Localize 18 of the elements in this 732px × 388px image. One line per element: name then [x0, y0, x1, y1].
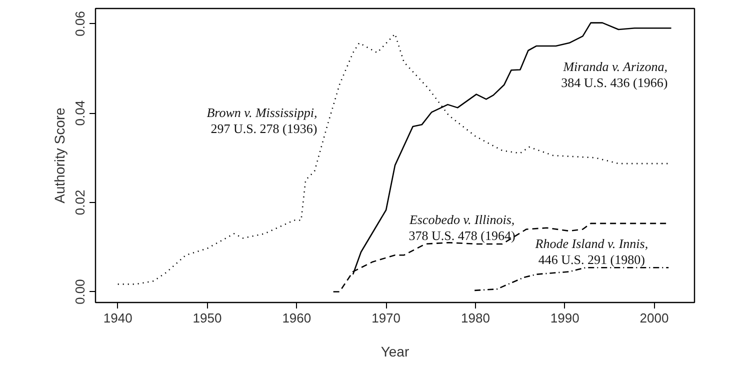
x-tick-label: 1990	[550, 310, 580, 326]
series-label: Escobedo v. Illinois, 378 U.S. 478 (1964)	[408, 212, 516, 243]
x-tick-label: 1970	[372, 310, 401, 326]
line-series	[474, 267, 670, 292]
x-tick-label: 1980	[461, 310, 490, 326]
y-tick-label: 0.02	[72, 190, 88, 216]
series-label: Brown v. Mississippi, 297 U.S. 278 (1936)	[206, 104, 318, 136]
x-tick-label: 1960	[282, 310, 312, 326]
x-tick-label: 2000	[640, 310, 669, 326]
series-label: Miranda v. Arizona, 384 U.S. 436 (1966)	[561, 59, 668, 90]
x-axis-title: Year	[380, 344, 410, 360]
y-tick-label: 0.04	[72, 100, 88, 126]
y-tick-label: 0.06	[72, 11, 88, 36]
series-label: Rhode Island v. Innis, 446 U.S. 291 (1980)	[534, 236, 648, 268]
y-tick-label: 0.00	[72, 279, 88, 304]
x-tick-label: 1940	[103, 310, 132, 326]
y-axis-title: Authority Score	[52, 107, 68, 204]
x-tick-label: 1950	[192, 310, 222, 326]
